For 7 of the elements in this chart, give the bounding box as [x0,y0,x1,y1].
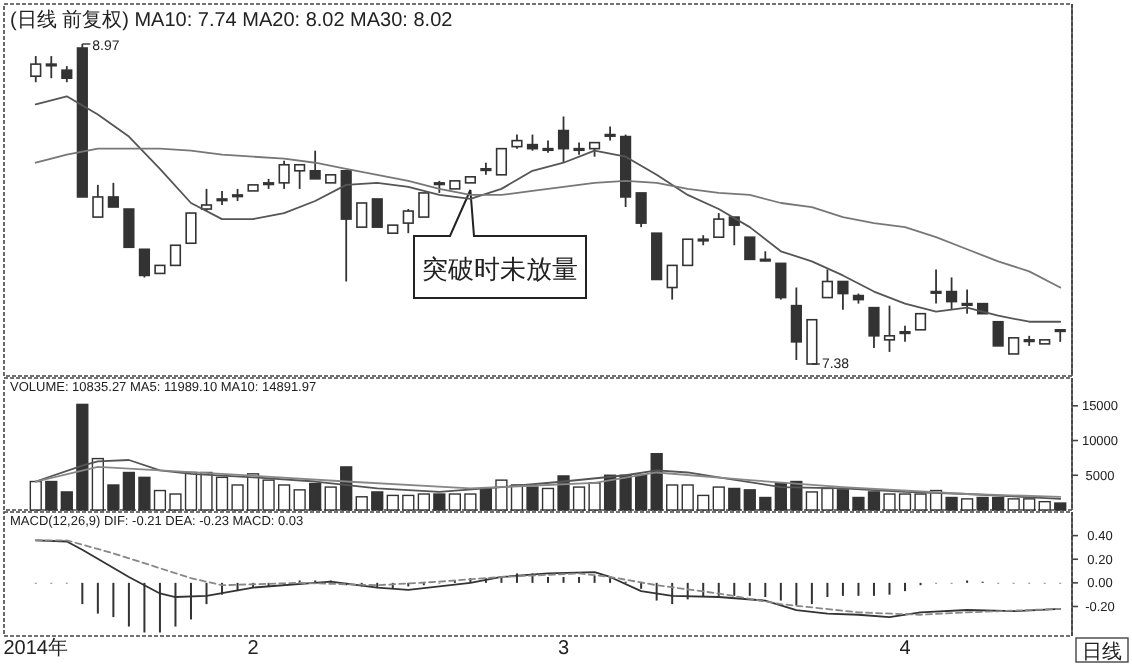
chart-title: (日线 前复权) MA10: 7.74 MA20: 8.02 MA30: 8.02 [10,8,454,32]
x-tick-label: 3 [557,638,570,660]
text: 日线 [1082,640,1122,664]
annotation: 突破时未放量 [422,254,578,284]
x-tick-label: 2014年 [3,636,69,660]
x-tick-label: 4 [899,638,912,660]
x-tick-label: 2 [247,638,260,660]
